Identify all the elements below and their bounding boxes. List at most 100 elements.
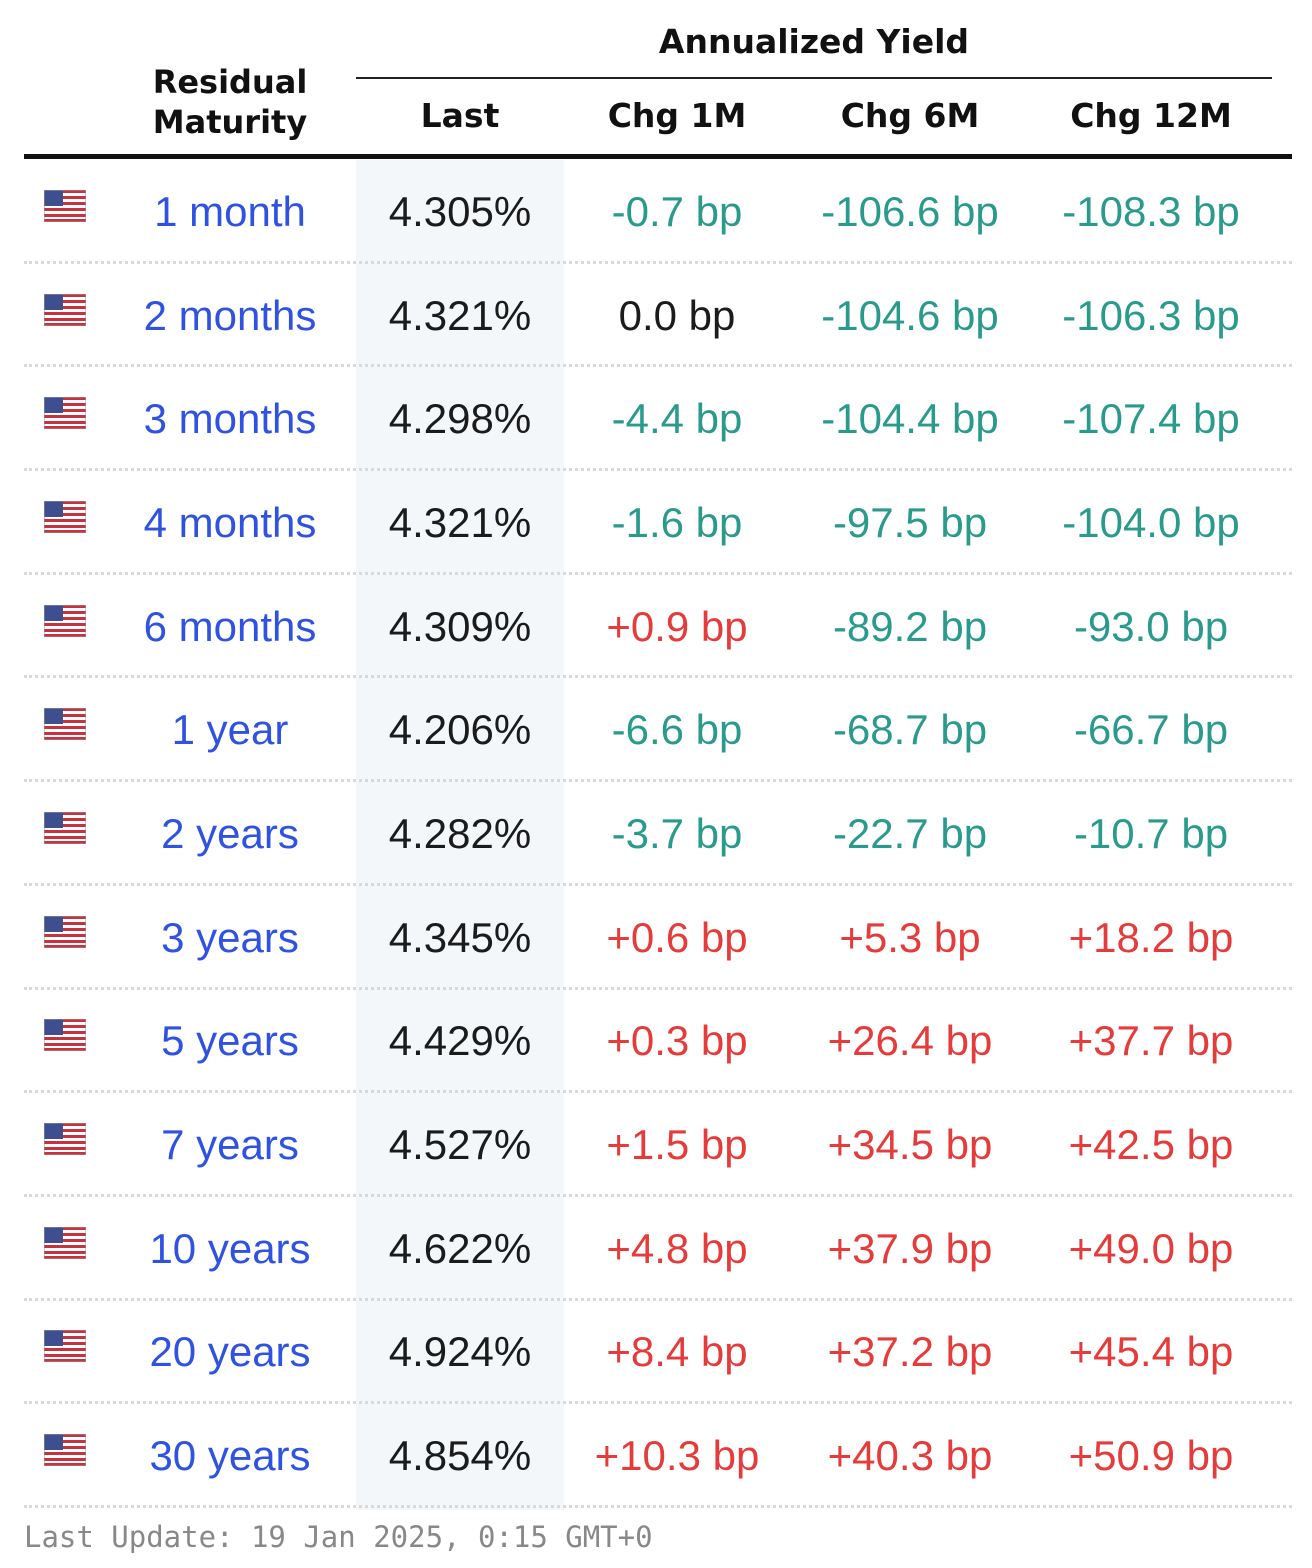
maturity-link[interactable]: 20 years [149,1328,311,1376]
table-row: 10 years 4.622% +4.8 bp +37.9 bp +49.0 b… [0,1197,1312,1301]
change-1m: +0.9 bp [606,602,748,650]
last-yield: 4.321% [388,498,532,546]
table-row: 2 months 4.321% 0.0 bp -104.6 bp -106.3 … [0,264,1312,368]
us-flag-icon [44,367,86,471]
change-12m: -66.7 bp [1073,706,1229,754]
change-1m: +8.4 bp [606,1328,748,1376]
change-1m: +0.6 bp [606,913,748,961]
change-1m: -1.6 bp [611,498,743,546]
change-6m: -106.6 bp [821,187,999,235]
change-1m: 0.0 bp [618,291,736,339]
last-yield: 4.298% [388,395,532,443]
table-row: 6 months 4.309% +0.9 bp -89.2 bp -93.0 b… [0,575,1312,679]
us-flag-icon [44,264,86,368]
us-flag-icon [44,782,86,886]
last-update: Last Update: 19 Jan 2025, 0:15 GMT+0 [24,1520,653,1554]
last-yield: 4.924% [388,1328,532,1376]
maturity-link[interactable]: 1 month [154,187,306,235]
change-12m: +49.0 bp [1068,1224,1234,1272]
change-6m: -68.7 bp [832,706,988,754]
maturity-link[interactable]: 30 years [149,1432,311,1480]
change-6m: -97.5 bp [832,498,988,546]
maturity-link[interactable]: 2 years [161,809,299,857]
table-row: 4 months 4.321% -1.6 bp -97.5 bp -104.0 … [0,471,1312,575]
yield-table-body: 1 month 4.305% -0.7 bp -106.6 bp -108.3 … [0,160,1312,1508]
maturity-link[interactable]: 4 months [143,498,317,546]
change-12m: -108.3 bp [1062,187,1240,235]
change-6m: +37.2 bp [827,1328,993,1376]
change-12m: -106.3 bp [1062,291,1240,339]
change-1m: -3.7 bp [611,809,743,857]
last-yield: 4.206% [388,706,532,754]
last-yield: 4.854% [388,1432,532,1480]
last-yield: 4.429% [388,1017,532,1065]
change-12m: +50.9 bp [1068,1432,1234,1480]
maturity-link[interactable]: 10 years [149,1224,311,1272]
change-12m: +37.7 bp [1068,1017,1234,1065]
us-flag-icon [44,1197,86,1301]
change-1m: +10.3 bp [594,1432,760,1480]
change-6m: -104.4 bp [821,395,999,443]
change-1m: -0.7 bp [611,187,743,235]
us-flag-icon [44,886,86,990]
maturity-link[interactable]: 6 months [143,602,317,650]
last-yield: 4.305% [388,187,532,235]
change-1m: +4.8 bp [606,1224,748,1272]
change-6m: +40.3 bp [827,1432,993,1480]
maturity-link[interactable]: 3 months [143,395,317,443]
table-row: 1 month 4.305% -0.7 bp -106.6 bp -108.3 … [0,160,1312,264]
change-6m: +26.4 bp [827,1017,993,1065]
last-yield: 4.345% [388,913,532,961]
annualized-yield-title: Annualized Yield [658,22,970,61]
us-flag-icon [44,471,86,575]
change-1m: -4.4 bp [611,395,743,443]
change-12m: -10.7 bp [1073,809,1229,857]
us-flag-icon [44,160,86,264]
maturity-link[interactable]: 7 years [161,1121,299,1169]
header-chg-1m: Chg 1M [607,96,747,135]
change-1m: -6.6 bp [611,706,743,754]
last-yield: 4.622% [388,1224,532,1272]
us-flag-icon [44,990,86,1094]
us-flag-icon [44,1093,86,1197]
change-6m: -104.6 bp [821,291,999,339]
maturity-link[interactable]: 2 months [143,291,317,339]
table-row: 3 years 4.345% +0.6 bp +5.3 bp +18.2 bp [0,886,1312,990]
maturity-link[interactable]: 3 years [161,913,299,961]
change-1m: +1.5 bp [606,1121,748,1169]
last-yield: 4.321% [388,291,532,339]
last-yield: 4.527% [388,1121,532,1169]
header-last: Last [420,96,500,135]
annualized-yield-rule [356,77,1272,79]
header-residual-maturity: Residual Maturity [152,63,308,141]
us-flag-icon [44,1301,86,1405]
table-row: 20 years 4.924% +8.4 bp +37.2 bp +45.4 b… [0,1301,1312,1405]
change-12m: +18.2 bp [1068,913,1234,961]
maturity-link[interactable]: 1 year [171,706,289,754]
change-6m: +5.3 bp [839,913,981,961]
header-rule [24,154,1292,159]
table-row: 30 years 4.854% +10.3 bp +40.3 bp +50.9 … [0,1404,1312,1508]
table-row: 3 months 4.298% -4.4 bp -104.4 bp -107.4… [0,367,1312,471]
change-12m: +45.4 bp [1068,1328,1234,1376]
change-6m: +37.9 bp [827,1224,993,1272]
change-1m: +0.3 bp [606,1017,748,1065]
change-12m: +42.5 bp [1068,1121,1234,1169]
last-yield: 4.309% [388,602,532,650]
table-row: 1 year 4.206% -6.6 bp -68.7 bp -66.7 bp [0,678,1312,782]
table-row: 2 years 4.282% -3.7 bp -22.7 bp -10.7 bp [0,782,1312,886]
change-6m: +34.5 bp [827,1121,993,1169]
change-12m: -107.4 bp [1062,395,1240,443]
last-yield: 4.282% [388,809,532,857]
table-row: 7 years 4.527% +1.5 bp +34.5 bp +42.5 bp [0,1093,1312,1197]
change-12m: -104.0 bp [1062,498,1240,546]
us-flag-icon [44,1404,86,1508]
maturity-link[interactable]: 5 years [161,1017,299,1065]
us-flag-icon [44,678,86,782]
change-6m: -89.2 bp [832,602,988,650]
change-12m: -93.0 bp [1073,602,1229,650]
header-chg-12m: Chg 12M [1070,96,1232,135]
header-chg-6m: Chg 6M [840,96,980,135]
table-row: 5 years 4.429% +0.3 bp +26.4 bp +37.7 bp [0,990,1312,1094]
last-column-shade [356,160,564,1510]
